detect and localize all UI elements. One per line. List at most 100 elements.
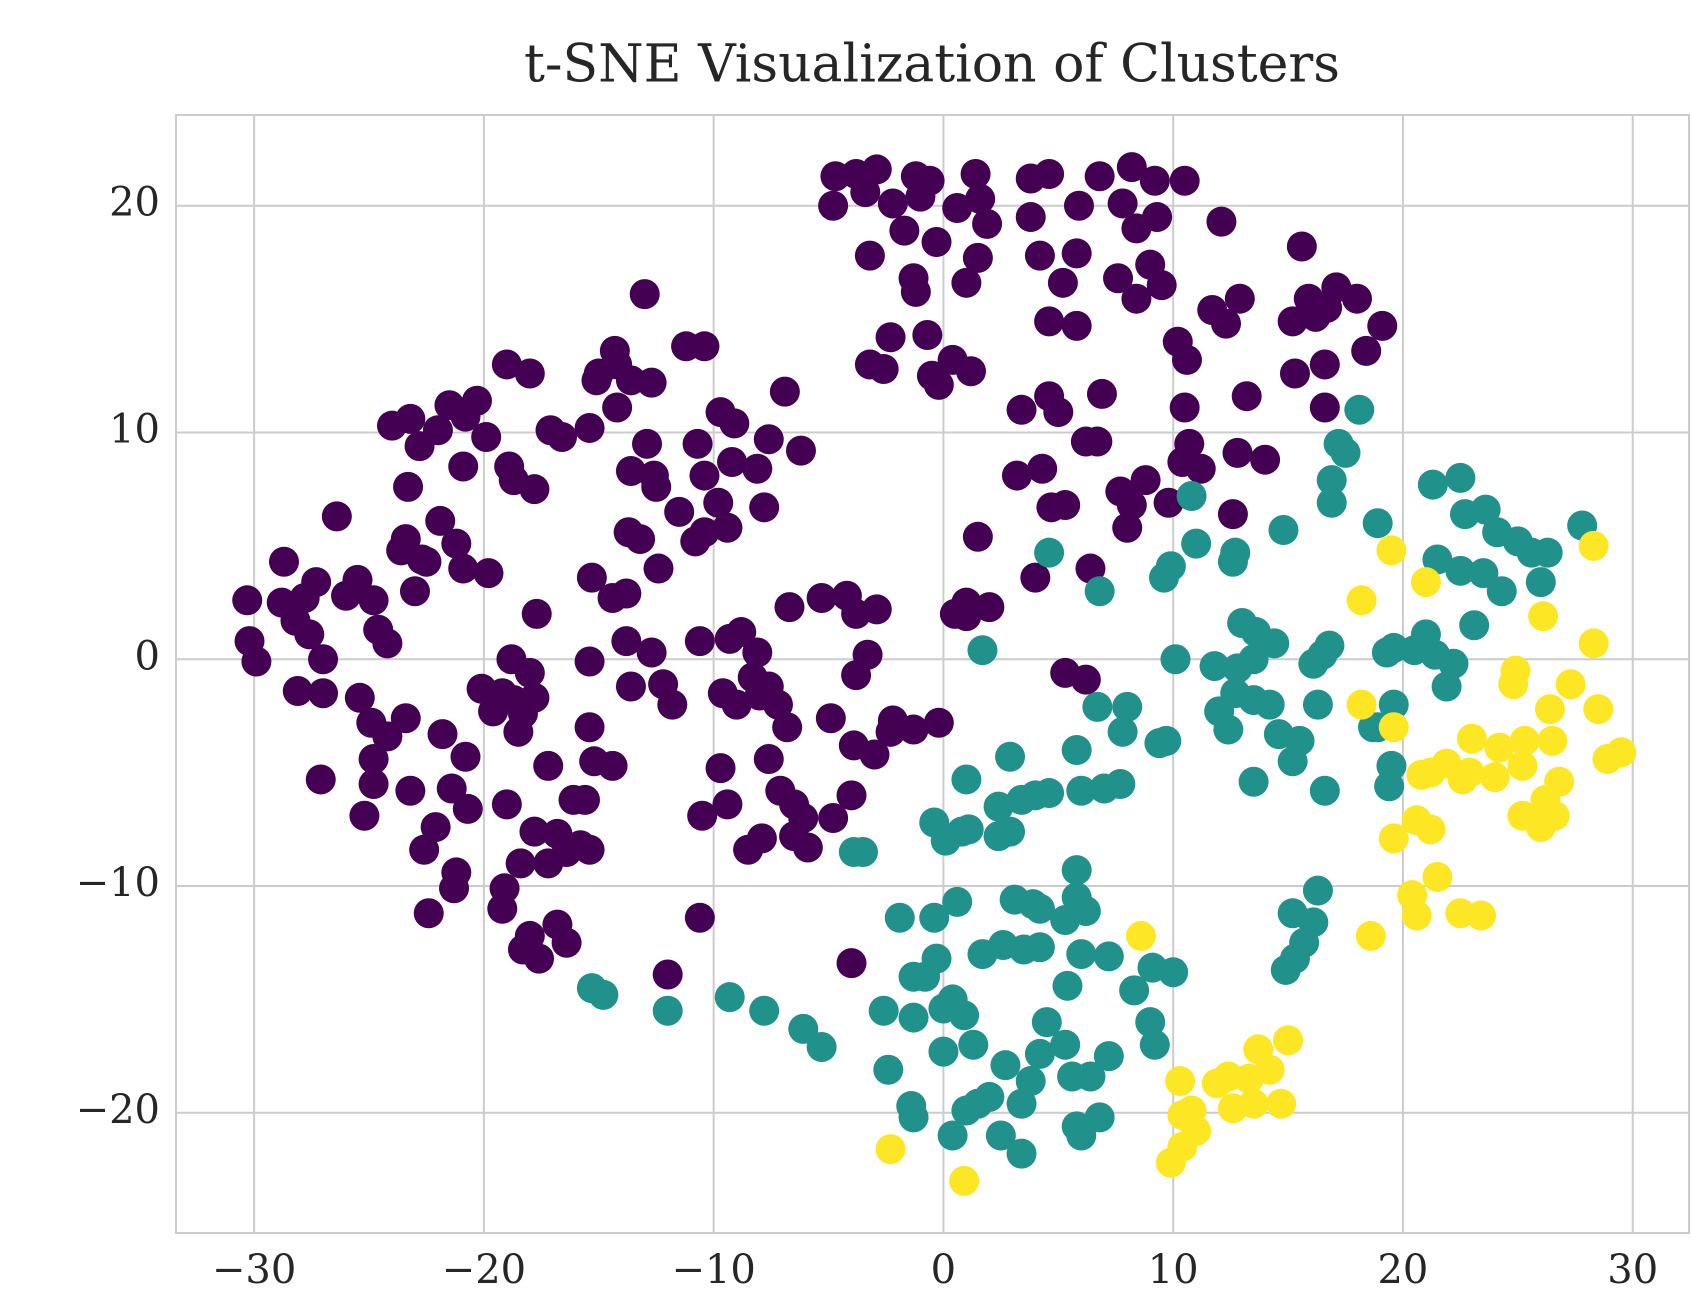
point — [395, 403, 426, 434]
point — [1254, 689, 1285, 720]
point — [1578, 530, 1609, 561]
point — [749, 492, 780, 523]
point — [985, 1120, 1016, 1151]
point — [420, 812, 451, 843]
point — [1468, 558, 1499, 589]
point — [514, 358, 545, 389]
point — [599, 335, 630, 366]
point — [471, 422, 502, 453]
point — [569, 784, 600, 815]
point — [841, 660, 872, 691]
point — [1199, 651, 1230, 682]
point — [574, 646, 605, 677]
point — [818, 190, 849, 221]
point — [1171, 344, 1202, 375]
point — [641, 471, 672, 502]
point — [1355, 920, 1386, 951]
y-tick-label: −20 — [76, 1087, 160, 1133]
point — [1050, 1029, 1081, 1060]
point — [1024, 932, 1055, 963]
point — [1034, 158, 1065, 189]
point — [1346, 689, 1377, 720]
point — [1155, 1147, 1186, 1178]
point — [960, 158, 991, 189]
point — [937, 1120, 968, 1151]
point — [1346, 585, 1377, 616]
point — [1224, 283, 1255, 314]
point — [1445, 462, 1476, 493]
point — [861, 594, 892, 625]
point — [399, 576, 430, 607]
point — [519, 816, 550, 847]
point — [719, 408, 750, 439]
point — [905, 181, 936, 212]
point — [680, 526, 711, 557]
point — [898, 1102, 929, 1133]
point — [898, 1002, 929, 1033]
point — [1378, 632, 1409, 663]
point — [1050, 490, 1081, 521]
point — [1211, 308, 1242, 339]
x-tick-label: −30 — [212, 1247, 296, 1293]
point — [1268, 514, 1299, 545]
point — [1406, 759, 1437, 790]
point — [937, 984, 968, 1015]
point — [951, 267, 982, 298]
point — [1470, 494, 1501, 525]
point — [898, 714, 929, 745]
point — [514, 657, 545, 688]
point — [611, 626, 642, 657]
point — [1459, 610, 1490, 641]
point — [308, 644, 339, 675]
point — [1155, 551, 1186, 582]
point — [1050, 905, 1081, 936]
point — [390, 703, 421, 734]
point — [951, 601, 982, 632]
point — [524, 943, 555, 974]
point — [854, 240, 885, 271]
point — [1250, 444, 1281, 475]
point — [1217, 499, 1248, 530]
point — [1222, 437, 1253, 468]
point — [1362, 508, 1393, 539]
point — [769, 376, 800, 407]
point — [1279, 358, 1310, 389]
point — [636, 637, 667, 668]
point — [942, 192, 973, 223]
point — [574, 834, 605, 865]
point — [1112, 691, 1143, 722]
point — [875, 1134, 906, 1165]
point — [1528, 601, 1559, 632]
point — [1277, 306, 1308, 337]
point — [643, 553, 674, 584]
point — [652, 995, 683, 1026]
point — [949, 1165, 980, 1196]
point — [923, 369, 954, 400]
point — [461, 385, 492, 416]
point — [1378, 823, 1409, 854]
point — [308, 678, 339, 709]
point — [1509, 725, 1540, 756]
point — [1070, 664, 1101, 695]
point — [859, 739, 890, 770]
point — [1238, 766, 1269, 797]
point — [705, 753, 736, 784]
point — [1066, 939, 1097, 970]
point — [1082, 691, 1113, 722]
point — [636, 367, 667, 398]
point — [689, 331, 720, 362]
point — [519, 682, 550, 713]
point — [1116, 490, 1147, 521]
point — [349, 800, 380, 831]
point — [1034, 306, 1065, 337]
point — [1153, 487, 1184, 518]
point — [772, 712, 803, 743]
point — [409, 834, 440, 865]
point — [900, 276, 931, 307]
point — [358, 744, 389, 775]
point — [1555, 669, 1586, 700]
point — [344, 682, 375, 713]
point — [861, 154, 892, 185]
point — [1169, 165, 1200, 196]
point — [689, 460, 720, 491]
